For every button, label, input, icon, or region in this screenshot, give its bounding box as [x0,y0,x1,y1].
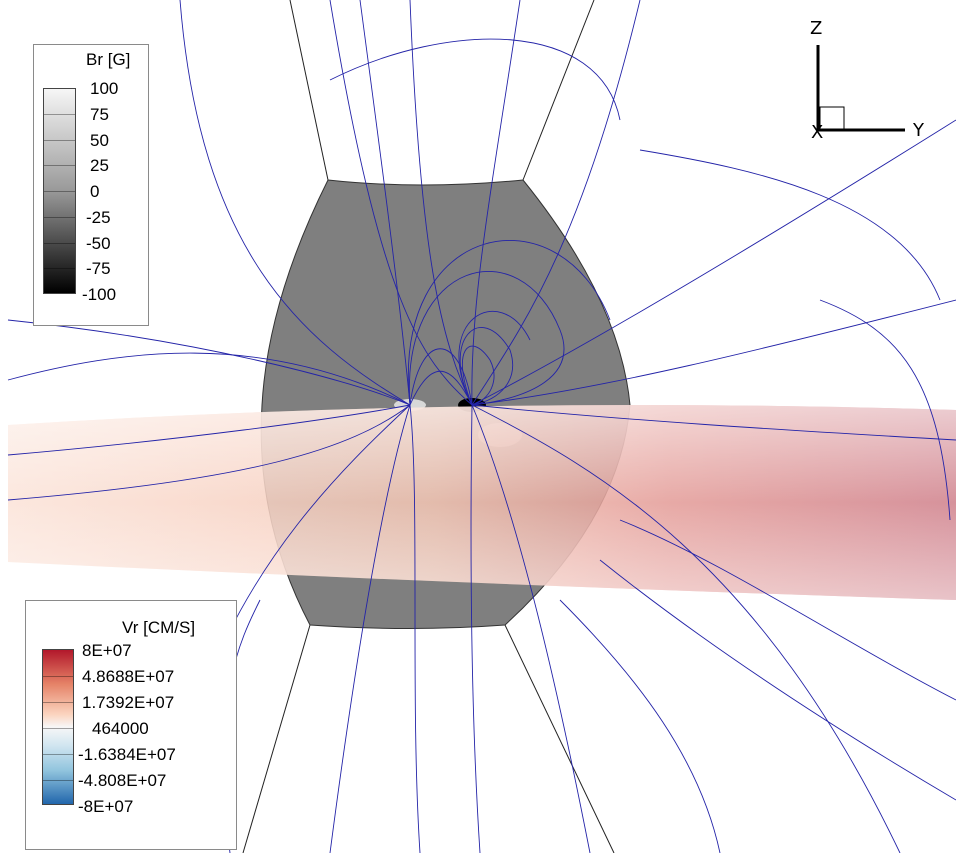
vr-colorbar [42,649,74,805]
br-tick-label: 0 [90,182,100,201]
field-lines [7,0,956,853]
br-colorbar [43,88,76,294]
vr-tick-label: 464000 [92,719,149,738]
br-tick-label: 25 [90,156,109,175]
vr-tick-label: -4.808E+07 [78,771,167,790]
br-tick-label: -75 [86,259,111,278]
br-tick-label: -50 [86,234,111,253]
vr-tick-label: 4.8688E+07 [82,667,175,686]
vr-tick-label: -8E+07 [78,797,134,816]
br-tick-label: 75 [90,105,109,124]
axis-z-label: Z [810,18,823,39]
vr-tick-label: -1.6384E+07 [78,745,176,764]
vr-legend-title: Vr [CM/S] [122,618,196,637]
vr-tick-label: 8E+07 [82,641,132,660]
br-tick-label: -25 [86,208,111,227]
br-tick-label: 100 [90,79,119,98]
axis-y-label: Y [913,120,924,141]
vr-tick-label: 1.7392E+07 [82,693,175,712]
axis-x-label: X [811,122,824,143]
br-legend-title: Br [G] [86,50,131,69]
axes-triad [816,45,905,132]
vr-legend: Vr [CM/S] 8E+07 4.8688E+07 1.7392E+07 46… [25,600,237,850]
domain-frame [242,0,615,853]
br-tick-label: -100 [82,285,117,304]
br-legend: Br [G] 100 75 50 25 0 -25 -50 -75 -100 [33,44,149,326]
br-tick-label: 50 [90,131,109,150]
